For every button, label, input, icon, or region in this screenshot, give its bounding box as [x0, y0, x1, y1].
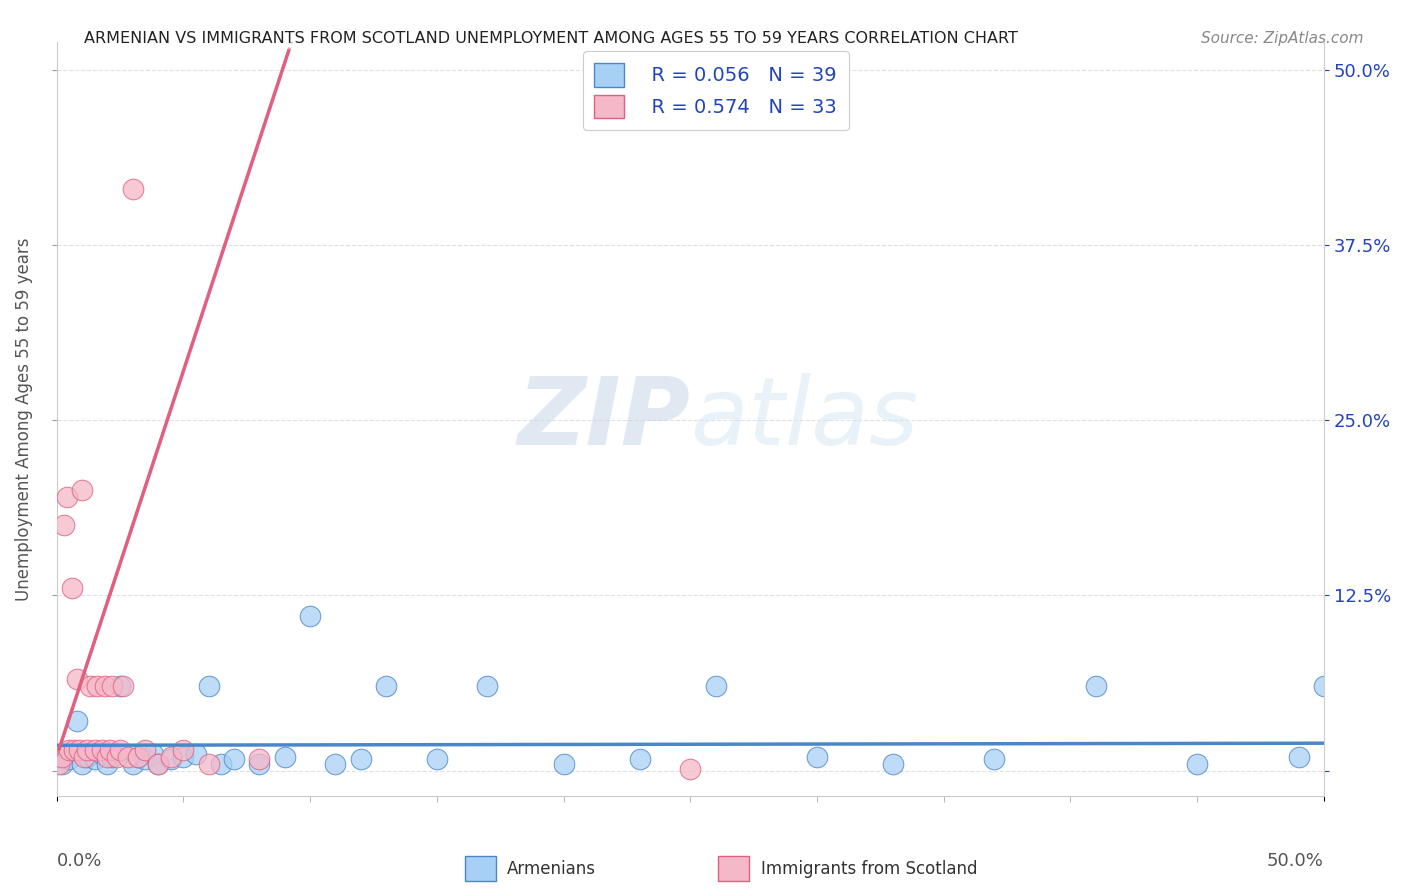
Point — [111, 680, 134, 694]
Point — [96, 749, 118, 764]
Point — [79, 680, 101, 694]
Point — [70, 756, 93, 771]
Point — [98, 742, 121, 756]
Point — [1313, 680, 1336, 694]
Y-axis label: Unemployment Among Ages 55 to 59 years: Unemployment Among Ages 55 to 59 years — [15, 237, 32, 600]
Text: Armenians: Armenians — [508, 860, 596, 878]
Point — [121, 756, 143, 771]
Point — [325, 756, 347, 771]
Point — [101, 749, 124, 764]
Point — [172, 749, 194, 764]
Point — [76, 742, 98, 756]
Text: Immigrants from Scotland: Immigrants from Scotland — [761, 860, 977, 878]
Point — [73, 749, 96, 764]
Point — [86, 680, 108, 694]
Point — [426, 752, 449, 766]
Point — [222, 752, 245, 766]
Point — [1185, 756, 1208, 771]
Point — [350, 752, 373, 766]
Point — [146, 756, 169, 771]
Point — [58, 742, 80, 756]
Point — [806, 749, 828, 764]
Point — [94, 680, 117, 694]
Point — [121, 182, 143, 196]
Point — [53, 518, 76, 533]
Point — [63, 742, 86, 756]
Point — [67, 742, 90, 756]
Point — [76, 749, 98, 764]
Point — [274, 749, 297, 764]
Point — [197, 680, 219, 694]
Text: ARMENIAN VS IMMIGRANTS FROM SCOTLAND UNEMPLOYMENT AMONG AGES 55 TO 59 YEARS CORR: ARMENIAN VS IMMIGRANTS FROM SCOTLAND UNE… — [84, 31, 1018, 46]
Point — [882, 756, 904, 771]
Point — [134, 752, 156, 766]
Point — [107, 749, 129, 764]
Point — [58, 752, 80, 766]
Text: atlas: atlas — [690, 373, 918, 464]
Point — [108, 742, 131, 756]
Point — [70, 483, 93, 498]
Legend:   R = 0.056   N = 39,   R = 0.574   N = 33: R = 0.056 N = 39, R = 0.574 N = 33 — [582, 52, 848, 130]
Point — [247, 752, 270, 766]
Point — [209, 756, 232, 771]
Point — [1084, 680, 1107, 694]
Point — [477, 680, 499, 694]
Point — [134, 742, 156, 756]
Point — [101, 680, 124, 694]
Text: Source: ZipAtlas.com: Source: ZipAtlas.com — [1201, 31, 1364, 46]
Point — [375, 680, 398, 694]
Point — [299, 609, 322, 624]
Point — [679, 762, 702, 776]
Point — [83, 752, 105, 766]
Point — [66, 714, 89, 729]
Point — [48, 756, 70, 771]
Point — [197, 756, 219, 771]
Point — [159, 749, 181, 764]
Point — [983, 752, 1005, 766]
Point — [66, 673, 89, 687]
Point — [60, 582, 83, 596]
Point — [172, 742, 194, 756]
Text: 0.0%: 0.0% — [56, 852, 103, 870]
Point — [83, 742, 105, 756]
Point — [51, 756, 73, 771]
Point — [91, 742, 114, 756]
Point — [108, 680, 131, 694]
Point — [704, 680, 727, 694]
Point — [553, 756, 575, 771]
Text: ZIP: ZIP — [517, 373, 690, 465]
Point — [117, 749, 139, 764]
Point — [184, 747, 207, 761]
Point — [628, 752, 651, 766]
Point — [55, 490, 77, 504]
Point — [91, 747, 114, 761]
Point — [1288, 749, 1310, 764]
Point — [127, 749, 149, 764]
Point — [96, 756, 118, 771]
Point — [159, 752, 181, 766]
Point — [247, 756, 270, 771]
Point — [146, 756, 169, 771]
Point — [127, 749, 149, 764]
Text: 50.0%: 50.0% — [1267, 852, 1324, 870]
Point — [51, 749, 73, 764]
Point — [142, 747, 165, 761]
